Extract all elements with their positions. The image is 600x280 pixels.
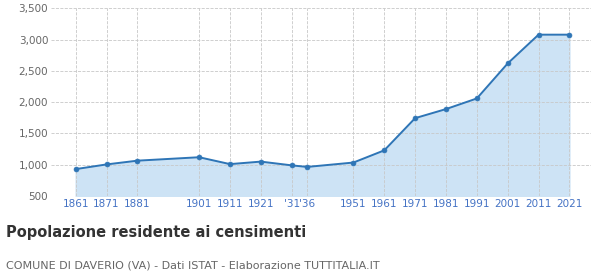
Text: COMUNE DI DAVERIO (VA) - Dati ISTAT - Elaborazione TUTTITALIA.IT: COMUNE DI DAVERIO (VA) - Dati ISTAT - El… xyxy=(6,261,380,271)
Text: Popolazione residente ai censimenti: Popolazione residente ai censimenti xyxy=(6,225,306,240)
